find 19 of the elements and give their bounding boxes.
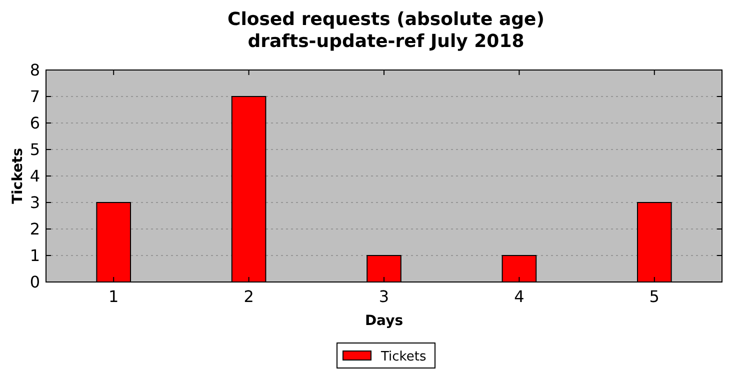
y-tick-label: 7 — [30, 87, 40, 106]
y-tick-label: 5 — [30, 140, 40, 160]
x-tick-label: 2 — [244, 287, 254, 306]
y-tick-label: 2 — [30, 220, 40, 239]
x-tick-label: 3 — [378, 287, 390, 306]
y-tick-label: 1 — [30, 246, 40, 266]
y-tick-label: 8 — [30, 60, 40, 80]
legend-label: Tickets — [380, 350, 426, 365]
x-tick-label: 5 — [649, 287, 660, 306]
chart-subtitle: drafts-update-ref July 2018 — [248, 31, 524, 52]
chart-title: Closed requests (absolute age) — [228, 9, 544, 30]
y-tick-label: 4 — [30, 166, 40, 186]
x-tick-label: 1 — [108, 287, 119, 306]
y-tick-label: 3 — [30, 193, 40, 212]
y-tick-label: 6 — [30, 114, 40, 133]
x-tick-label: 4 — [514, 287, 524, 306]
x-axis-title: Days — [364, 313, 404, 329]
y-axis-title: Tickets — [10, 148, 26, 204]
y-tick-label: 0 — [30, 272, 40, 292]
